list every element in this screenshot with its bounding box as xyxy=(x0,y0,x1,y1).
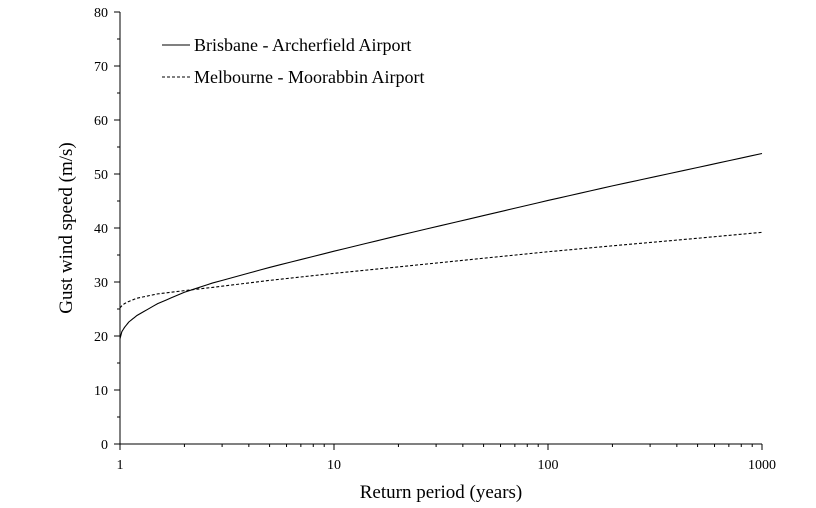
x-axis-title: Return period (years) xyxy=(360,482,523,503)
y-tick-label: 80 xyxy=(94,6,108,21)
series-line-melbourne xyxy=(119,231,763,309)
y-tick-label: 30 xyxy=(94,276,108,291)
y-tick-label: 60 xyxy=(94,114,108,129)
y-axis-ticks: 0 10 20 30 40 50 60 70 80 xyxy=(94,6,120,453)
y-tick-label: 70 xyxy=(94,60,108,75)
x-tick-label: 100 xyxy=(538,458,559,473)
x-tick-label: 1000 xyxy=(748,458,776,473)
legend-label: Melbourne - Moorabbin Airport xyxy=(194,67,424,87)
y-tick-label: 40 xyxy=(94,222,108,237)
y-tick-label: 0 xyxy=(101,438,108,453)
series-layer xyxy=(119,152,763,339)
x-axis-ticks: 1 10 100 1000 xyxy=(117,444,776,473)
y-tick-label: 50 xyxy=(94,168,108,183)
y-tick-label: 10 xyxy=(94,384,108,399)
legend: Brisbane - Archerfield Airport Melbourne … xyxy=(162,35,424,87)
y-axis-title: Gust wind speed (m/s) xyxy=(56,142,77,314)
plot-area: 1 10 100 1000 0 10 20 30 40 50 60 70 80 xyxy=(94,6,776,473)
x-tick-label: 10 xyxy=(327,458,341,473)
legend-label: Brisbane - Archerfield Airport xyxy=(194,35,411,55)
y-tick-label: 20 xyxy=(94,330,108,345)
x-tick-label: 1 xyxy=(117,458,124,473)
series-line-brisbane xyxy=(119,152,763,339)
